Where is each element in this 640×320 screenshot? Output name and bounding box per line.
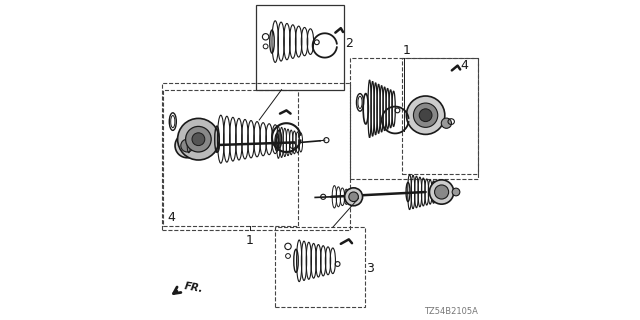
Circle shape [435, 185, 449, 199]
Circle shape [175, 133, 200, 158]
Circle shape [186, 126, 211, 152]
Text: TZ54B2105A: TZ54B2105A [424, 307, 479, 316]
Circle shape [349, 192, 358, 202]
Circle shape [180, 139, 194, 152]
Circle shape [442, 118, 452, 128]
Bar [163, 90, 298, 226]
Text: 4: 4 [461, 59, 468, 72]
Circle shape [192, 133, 205, 146]
Bar [161, 83, 351, 230]
Text: 4: 4 [167, 211, 175, 224]
Text: FR.: FR. [183, 281, 204, 295]
Bar [351, 58, 479, 179]
Circle shape [406, 96, 445, 134]
Text: 1: 1 [403, 44, 410, 57]
Text: 2: 2 [346, 37, 353, 50]
Text: 3: 3 [366, 262, 374, 275]
Bar [275, 227, 365, 307]
Text: 1: 1 [246, 234, 253, 247]
Circle shape [345, 188, 362, 206]
Bar [402, 58, 479, 174]
Circle shape [413, 103, 438, 127]
Bar [256, 5, 344, 90]
Circle shape [429, 180, 454, 204]
Circle shape [452, 188, 460, 196]
Circle shape [178, 118, 220, 160]
Circle shape [419, 109, 432, 122]
